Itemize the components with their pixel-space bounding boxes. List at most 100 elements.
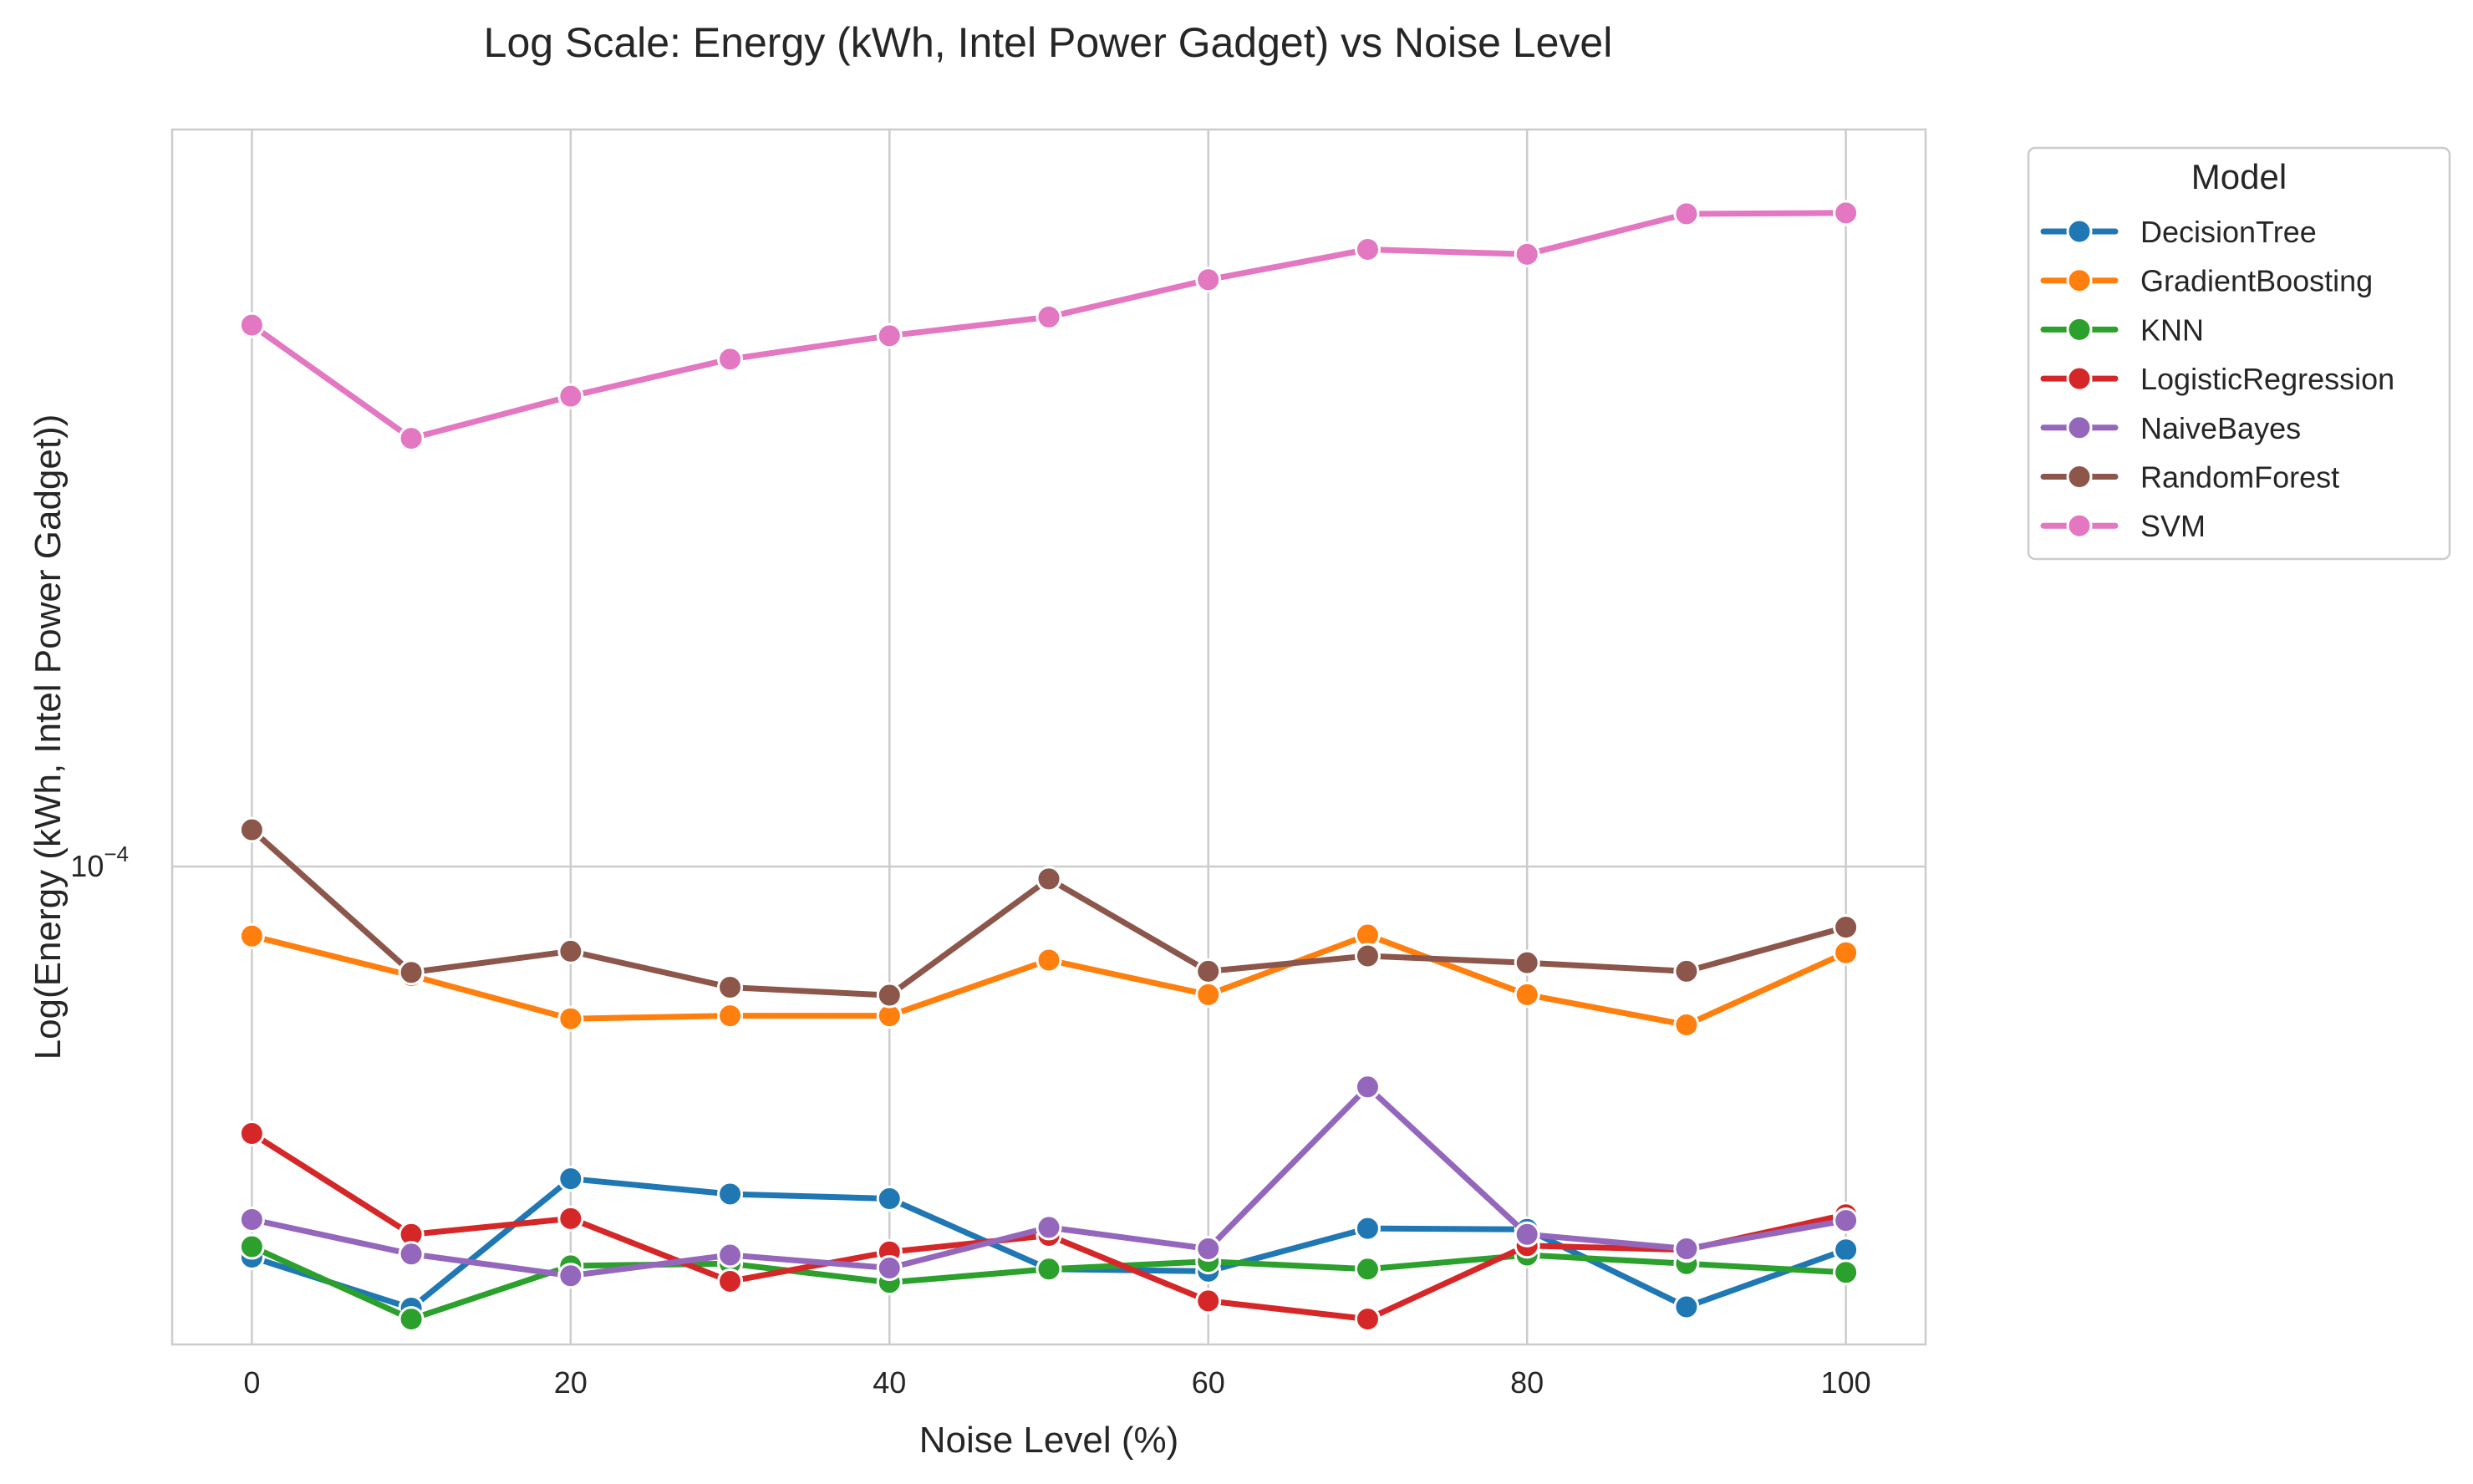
- data-point: [717, 346, 744, 373]
- data-point: [1833, 1259, 1860, 1286]
- data-point: [876, 1185, 903, 1212]
- data-point: [238, 1121, 265, 1147]
- legend-item-knn: KNN: [2040, 313, 2204, 347]
- legend-label: DecisionTree: [2140, 215, 2317, 249]
- data-point: [557, 1166, 584, 1192]
- data-point: [1354, 1215, 1381, 1242]
- data-point: [1195, 1288, 1222, 1314]
- data-point: [557, 383, 584, 409]
- data-point: [398, 1241, 425, 1268]
- data-point: [1036, 947, 1062, 973]
- legend-items: DecisionTree GradientBoosting KNN LogisticR…: [2040, 215, 2394, 543]
- data-point: [1673, 1012, 1700, 1039]
- legend-label: LogisticRegression: [2140, 362, 2394, 396]
- data-point: [557, 938, 584, 964]
- legend-label: RandomForest: [2140, 460, 2339, 495]
- data-point: [238, 816, 265, 843]
- data-point: [1833, 1237, 1860, 1263]
- data-point: [1195, 267, 1222, 293]
- legend-item-randomforest: RandomForest: [2040, 460, 2339, 495]
- data-point: [238, 922, 265, 949]
- data-point: [876, 323, 903, 349]
- legend-label: SVM: [2140, 509, 2206, 543]
- legend-swatch-marker: [2066, 414, 2093, 441]
- legend-title: Model: [2191, 157, 2287, 196]
- series-naivebayes: [238, 1074, 1860, 1289]
- data-point: [1833, 1207, 1860, 1234]
- data-point: [717, 1242, 744, 1268]
- legend-swatch-marker: [2066, 316, 2093, 343]
- y-tick-label: 10−4: [70, 841, 129, 883]
- data-point: [1036, 1256, 1062, 1283]
- data-point: [1354, 1306, 1381, 1333]
- data-point: [398, 425, 425, 452]
- legend-swatch-marker: [2066, 267, 2093, 294]
- legend-item-logisticregression: LogisticRegression: [2040, 362, 2394, 396]
- y-axis-ticks: 10−4: [70, 841, 129, 883]
- data-point: [1514, 949, 1540, 976]
- data-point: [1195, 981, 1222, 1008]
- plot-area: [172, 130, 1926, 1344]
- data-point: [1354, 1074, 1381, 1100]
- series-randomforest: [238, 816, 1860, 1009]
- data-point: [238, 1233, 265, 1260]
- data-point: [557, 1005, 584, 1032]
- x-tick-label: 0: [243, 1365, 260, 1400]
- data-point: [1673, 1235, 1700, 1262]
- x-tick-label: 100: [1821, 1365, 1871, 1400]
- x-axis-ticks: 0 20 40 60 80 100: [243, 1365, 1870, 1400]
- data-point: [1833, 200, 1860, 226]
- data-point: [717, 1181, 744, 1207]
- y-axis-label: Log(Energy (kWh, Intel Power Gadget)): [28, 414, 69, 1060]
- data-point: [1354, 943, 1381, 969]
- series-svm: [238, 200, 1860, 452]
- y-tick-exponent: −4: [104, 841, 129, 867]
- data-point: [717, 1003, 744, 1029]
- data-point: [1673, 201, 1700, 227]
- plot-frame: [170, 128, 1927, 1346]
- legend-item-gradientboosting: GradientBoosting: [2040, 264, 2373, 298]
- legend: Model DecisionTree GradientBoosting KNN Log…: [2027, 146, 2451, 561]
- legend-item-naivebayes: NaiveBayes: [2040, 411, 2301, 445]
- data-point: [1036, 303, 1062, 330]
- legend-swatch-marker: [2066, 464, 2093, 490]
- legend-item-decisiontree: DecisionTree: [2040, 215, 2317, 249]
- legend-label: NaiveBayes: [2140, 411, 2301, 445]
- chart-title: Log Scale: Energy (kWh, Intel Power Gadg…: [484, 19, 1613, 66]
- x-tick-label: 80: [1510, 1365, 1544, 1400]
- data-point: [398, 959, 425, 986]
- legend-swatch-marker: [2066, 218, 2093, 245]
- data-point: [1514, 241, 1540, 267]
- legend-label: KNN: [2140, 313, 2204, 347]
- data-point: [398, 1306, 425, 1333]
- series-gradientboosting: [238, 922, 1860, 1039]
- legend-label: GradientBoosting: [2140, 264, 2373, 298]
- legend-swatch-marker: [2066, 512, 2093, 539]
- data-point: [238, 1207, 265, 1233]
- data-point: [1673, 1293, 1700, 1320]
- data-point: [876, 1254, 903, 1281]
- data-point: [1036, 1214, 1062, 1241]
- x-tick-label: 20: [554, 1365, 588, 1400]
- x-tick-label: 40: [873, 1365, 906, 1400]
- data-point: [1673, 958, 1700, 984]
- data-point: [1195, 958, 1222, 984]
- data-point: [557, 1263, 584, 1289]
- data-point: [1195, 1235, 1222, 1262]
- legend-swatch-marker: [2066, 365, 2093, 392]
- data-point: [717, 974, 744, 1001]
- data-point: [1514, 1221, 1540, 1248]
- legend-item-svm: SVM: [2040, 509, 2206, 543]
- x-axis-label: Noise Level (%): [919, 1420, 1179, 1461]
- data-point: [1514, 981, 1540, 1008]
- data-point: [1354, 236, 1381, 262]
- data-point: [557, 1205, 584, 1232]
- data-point: [1833, 939, 1860, 966]
- data-point: [717, 1268, 744, 1294]
- data-point: [876, 982, 903, 1009]
- y-tick-base: 10: [70, 849, 104, 883]
- series-layer: [238, 200, 1860, 1333]
- data-point: [1036, 866, 1062, 892]
